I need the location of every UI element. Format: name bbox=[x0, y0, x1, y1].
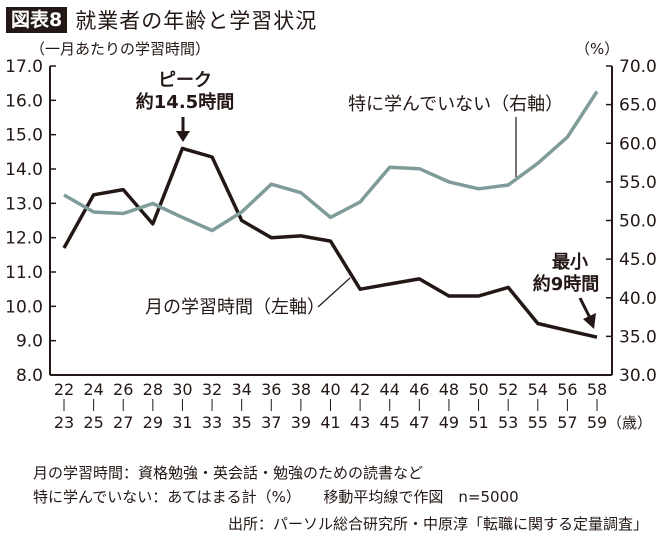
x-tick-label-top: 46 bbox=[409, 380, 429, 399]
x-tick-label-top: 40 bbox=[320, 380, 340, 399]
right-tick-label: 60.0 bbox=[619, 134, 657, 154]
left-axis-label: （一月あたりの学習時間） bbox=[30, 40, 211, 58]
x-tick-label-bottom: 31 bbox=[172, 413, 192, 432]
note-line-1: 月の学習時間：資格勉強・英会話・勉強のための読書など bbox=[33, 464, 424, 482]
peak-arrow-head bbox=[176, 131, 190, 142]
left-tick-label: 14.0 bbox=[5, 160, 43, 180]
study-hours-series-label: 月の学習時間（左軸） bbox=[145, 297, 325, 318]
x-tick-label-top: 42 bbox=[350, 380, 370, 399]
left-tick-label: 11.0 bbox=[5, 263, 43, 283]
right-tick-label: 65.0 bbox=[619, 96, 657, 116]
x-tick-label-bottom: 43 bbox=[350, 413, 370, 432]
left-tick-label: 8.0 bbox=[16, 366, 43, 386]
right-tick-label: 35.0 bbox=[619, 327, 657, 347]
source-note: 出所：パーソル総合研究所・中原淳「転職に関する定量調査」 bbox=[228, 515, 649, 533]
x-tick-label-bottom: 47 bbox=[409, 413, 429, 432]
x-tick-label-top: 34 bbox=[231, 380, 251, 399]
peak-label: ピーク bbox=[158, 70, 212, 91]
x-tick-label-bottom: 25 bbox=[83, 413, 103, 432]
right-tick-label: 55.0 bbox=[619, 173, 657, 193]
x-tick-label-bottom: 45 bbox=[380, 413, 400, 432]
x-tick-label-top: 22 bbox=[54, 380, 74, 399]
x-tick-label-bottom: 57 bbox=[557, 413, 577, 432]
x-tick-label-bottom: 51 bbox=[468, 413, 488, 432]
x-tick-label-top: 28 bbox=[143, 380, 163, 399]
x-tick-label-bottom: 59 bbox=[587, 413, 607, 432]
x-tick-label-bottom: 53 bbox=[498, 413, 518, 432]
x-tick-label-bottom: 29 bbox=[143, 413, 163, 432]
min-label: 最小 bbox=[552, 252, 588, 273]
x-tick-label-top: 36 bbox=[261, 380, 281, 399]
left-tick-label: 13.0 bbox=[5, 194, 43, 214]
x-tick-label-top: 26 bbox=[113, 380, 133, 399]
min-arrow-shaft bbox=[578, 297, 592, 319]
x-tick-label-bottom: 49 bbox=[439, 413, 459, 432]
x-tick-label-bottom: 33 bbox=[202, 413, 222, 432]
right-tick-label: 45.0 bbox=[619, 250, 657, 270]
right-axis-label: （%） bbox=[575, 40, 620, 58]
x-tick-label-top: 58 bbox=[587, 380, 607, 399]
left-tick-label: 10.0 bbox=[5, 297, 43, 317]
x-tick-label-top: 56 bbox=[557, 380, 577, 399]
note-line-2: 特に学んでいない：あてはまる計（%） 移動平均線で作図 n=5000 bbox=[33, 488, 519, 506]
x-tick-label-top: 48 bbox=[439, 380, 459, 399]
x-tick-label-top: 44 bbox=[380, 380, 400, 399]
title-text: 就業者の年齢と学習状況 bbox=[75, 9, 318, 33]
x-tick-label-top: 54 bbox=[528, 380, 548, 399]
x-axis-unit: （歳） bbox=[607, 414, 652, 432]
peak-value-label: 約14.5時間 bbox=[136, 91, 234, 113]
x-tick-label-top: 52 bbox=[498, 380, 518, 399]
figure-badge: 図表8 bbox=[6, 7, 68, 33]
x-tick-label-top: 24 bbox=[83, 380, 103, 399]
x-tick-label-bottom: 37 bbox=[261, 413, 281, 432]
left-tick-label: 17.0 bbox=[5, 57, 43, 77]
study-hours-leader-line bbox=[317, 277, 351, 308]
left-tick-label: 9.0 bbox=[16, 332, 43, 352]
x-tick-label-bottom: 27 bbox=[113, 413, 133, 432]
left-tick-label: 12.0 bbox=[5, 229, 43, 249]
right-tick-label: 70.0 bbox=[619, 57, 657, 77]
x-tick-label-top: 30 bbox=[172, 380, 192, 399]
chart-title: 図表8 就業者の年齢と学習状況 bbox=[6, 5, 317, 35]
left-tick-label: 16.0 bbox=[5, 91, 43, 111]
x-tick-label-top: 32 bbox=[202, 380, 222, 399]
x-tick-label-top: 50 bbox=[468, 380, 488, 399]
x-tick-label-bottom: 55 bbox=[528, 413, 548, 432]
x-tick-label-bottom: 39 bbox=[291, 413, 311, 432]
x-tick-label-top: 38 bbox=[291, 380, 311, 399]
min-value-label: 約9時間 bbox=[533, 273, 600, 295]
x-tick-label-bottom: 41 bbox=[320, 413, 340, 432]
x-tick-label-bottom: 35 bbox=[231, 413, 251, 432]
right-tick-label: 30.0 bbox=[619, 366, 657, 386]
x-tick-label-bottom: 23 bbox=[54, 413, 74, 432]
min-arrow-head bbox=[583, 313, 596, 329]
not-studying-series-label: 特に学んでいない（右軸） bbox=[348, 94, 563, 115]
left-tick-label: 15.0 bbox=[5, 126, 43, 146]
right-tick-label: 50.0 bbox=[619, 212, 657, 232]
right-tick-label: 40.0 bbox=[619, 289, 657, 309]
